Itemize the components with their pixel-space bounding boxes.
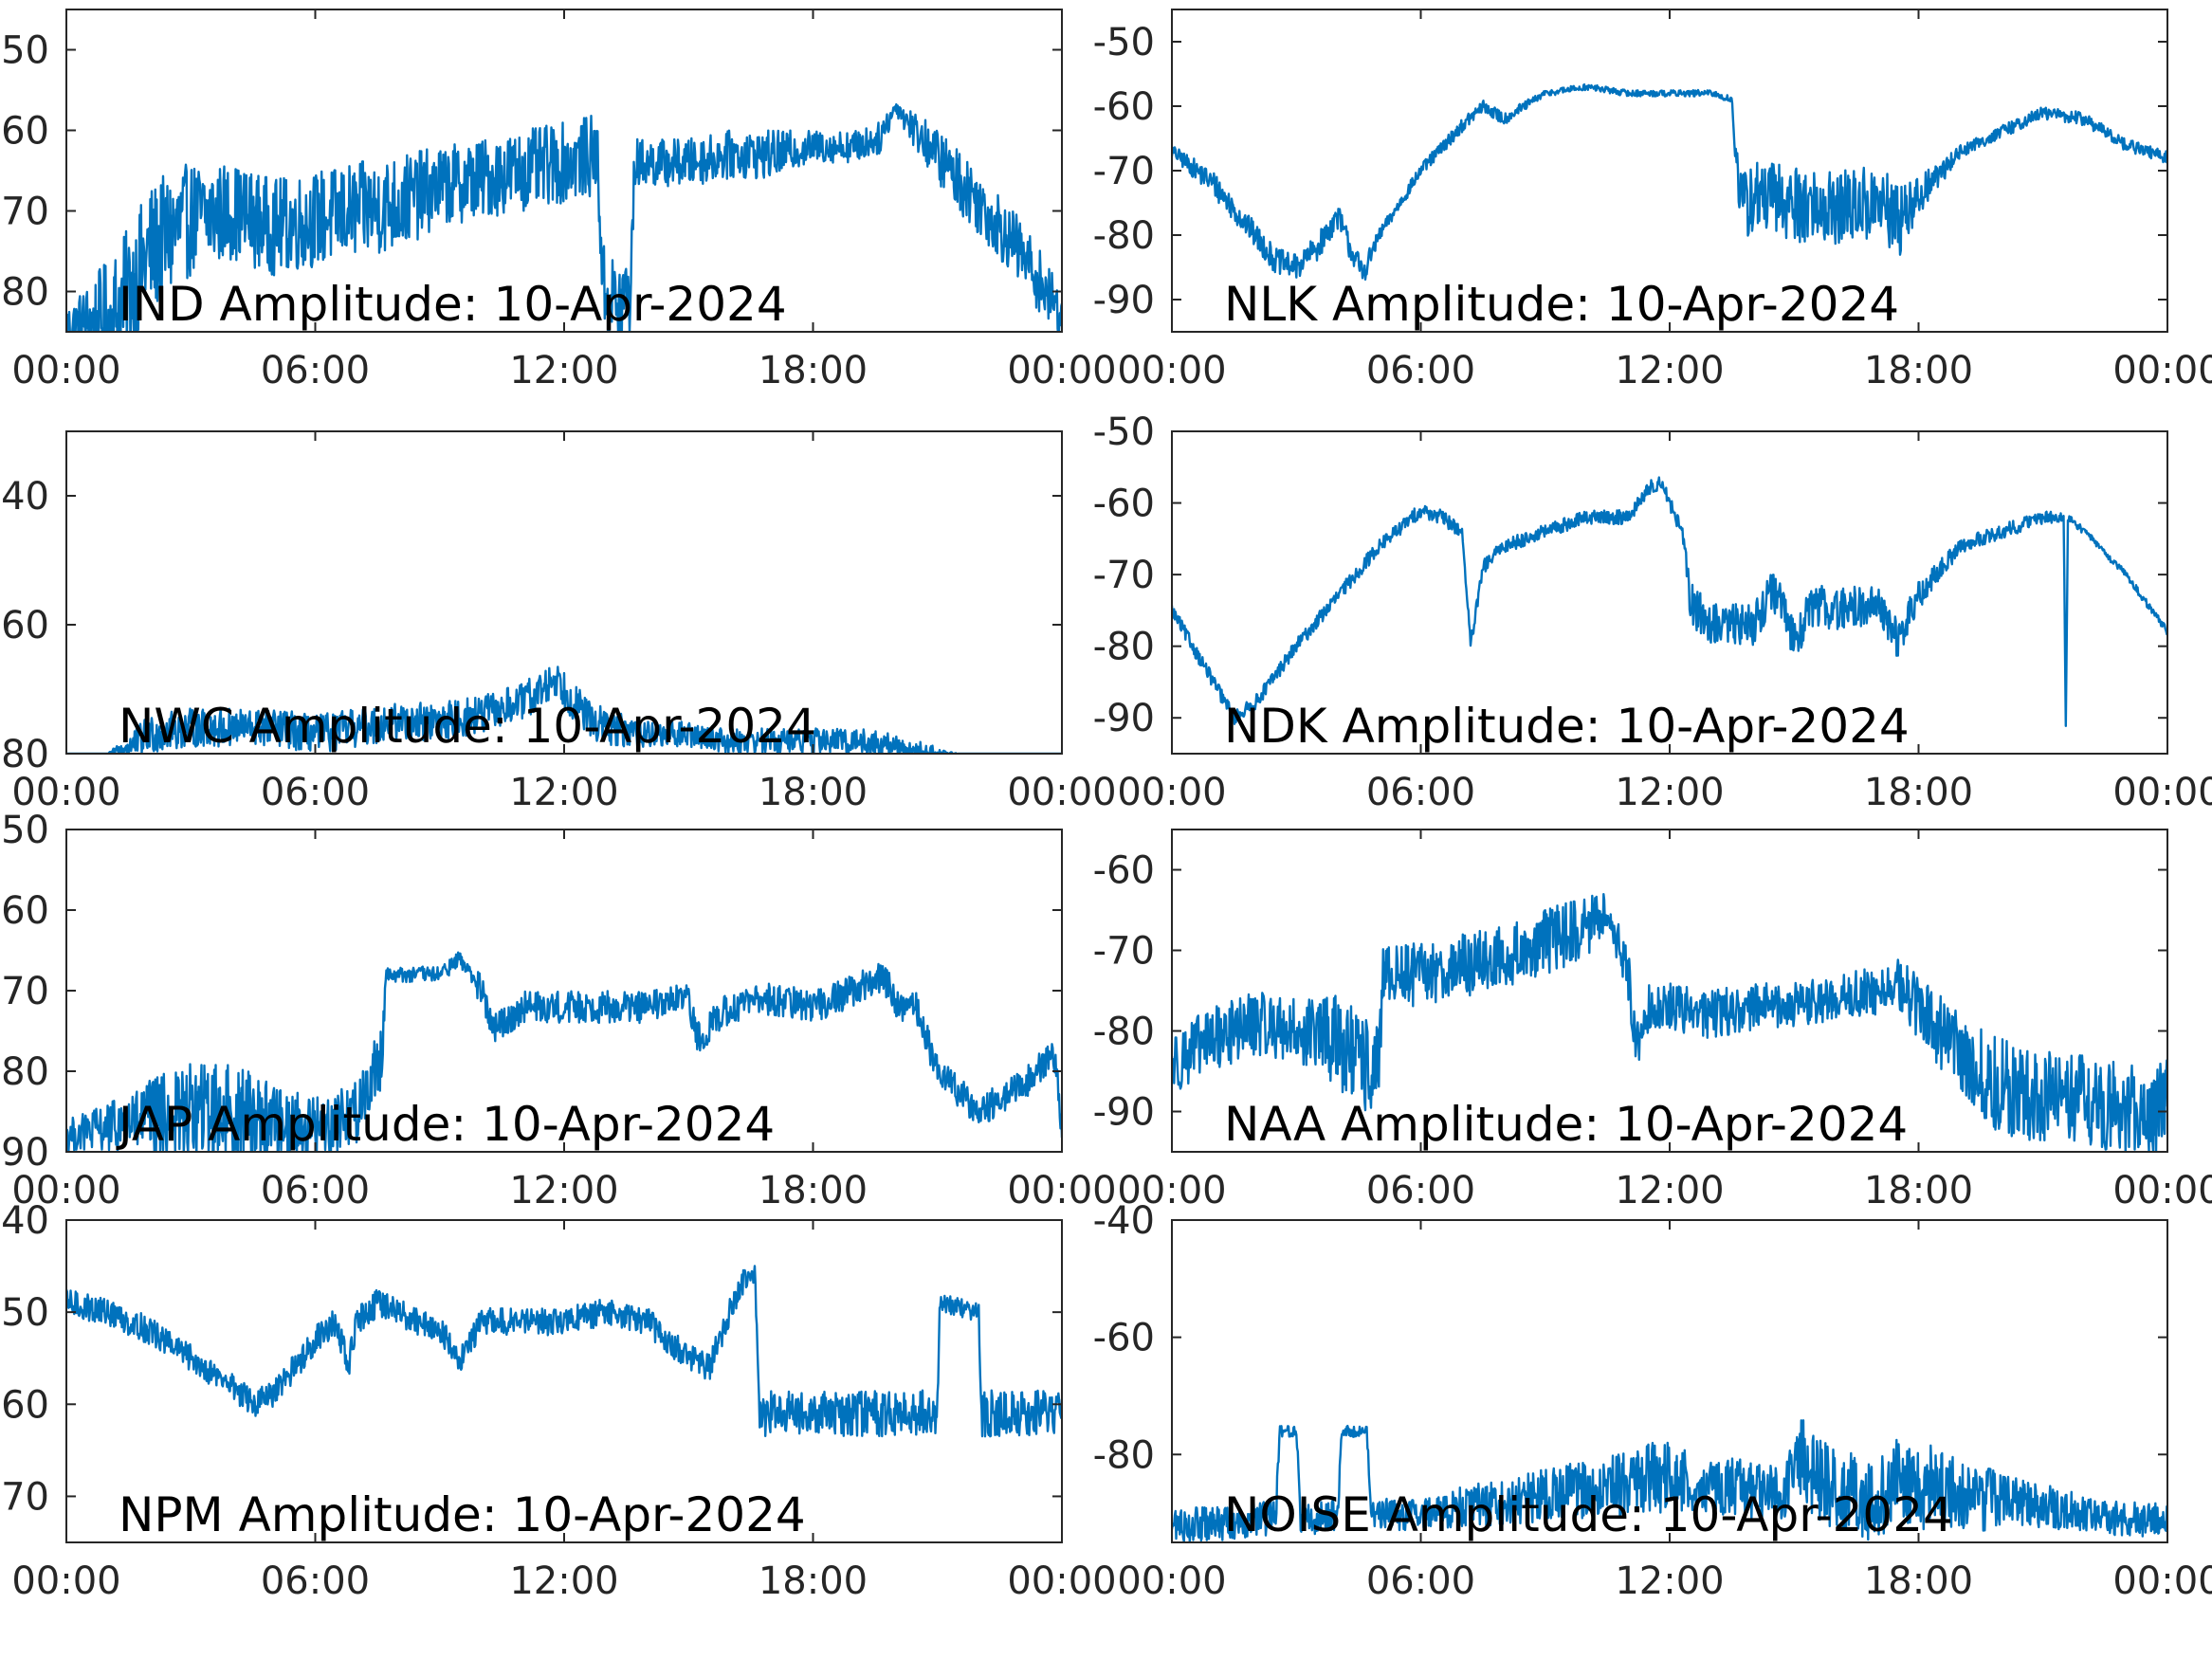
series-trace xyxy=(1172,82,2167,281)
x-tick-label: 06:00 xyxy=(261,771,370,814)
x-tick-label: 00:00 xyxy=(1117,1169,1226,1212)
y-tick-label: 70 xyxy=(1,970,49,1013)
x-tick-label: 12:00 xyxy=(509,1169,618,1212)
y-tick-label: -50 xyxy=(1093,410,1155,454)
x-tick-label: 00:00 xyxy=(1117,1559,1226,1603)
y-tick-label: 50 xyxy=(1,809,49,852)
chart-panel-8: 00:00 06:00 12:00 18:00 00:00 -40 -60 -80 NOISE … xyxy=(1093,1199,2212,1603)
y-tick-label: 50 xyxy=(1,1291,49,1335)
y-tick-label: 60 xyxy=(1,110,49,154)
x-tick-label: 12:00 xyxy=(1615,1169,1724,1212)
chart-panel-1: 00:00 06:00 12:00 18:00 00:00 50 60 70 80 IND Amp… xyxy=(1,9,1117,392)
x-tick-label: 06:00 xyxy=(261,349,370,392)
chart-panel-2: 00:00 06:00 12:00 18:00 00:00 -50 -60 -70 -80 -90… xyxy=(1093,9,2212,392)
x-tick-label: 18:00 xyxy=(759,1559,868,1603)
x-tick-label: 06:00 xyxy=(1366,1559,1475,1603)
y-tick-label: 50 xyxy=(1,29,49,73)
x-tick-label: 00:00 xyxy=(11,771,120,814)
x-tick-label: 06:00 xyxy=(261,1169,370,1212)
x-tick-label: 18:00 xyxy=(759,771,868,814)
x-tick-label: 00:00 xyxy=(1117,771,1226,814)
chart-panel-3: 00:00 06:00 12:00 18:00 00:00 40 60 80 NWC Ampli… xyxy=(1,430,1117,814)
series-trace xyxy=(66,1265,1062,1438)
chart-panel-7: 00:00 06:00 12:00 18:00 00:00 40 50 60 70 NPM Amp… xyxy=(1,1199,1117,1603)
y-tick-label: 40 xyxy=(1,1199,49,1243)
y-tick-label: -70 xyxy=(1093,150,1155,193)
y-tick-label: -80 xyxy=(1093,626,1155,669)
x-tick-label: 00:00 xyxy=(1007,1559,1116,1603)
y-tick-label: 60 xyxy=(1,889,49,933)
x-tick-label: 00:00 xyxy=(2112,1169,2212,1212)
y-tick-label: -80 xyxy=(1093,1011,1155,1054)
y-tick-label: -60 xyxy=(1093,483,1155,526)
chart-panel-4: 00:00 06:00 12:00 18:00 00:00 -50 -60 -70 -80 -90… xyxy=(1093,410,2212,814)
x-tick-label: 12:00 xyxy=(1615,771,1724,814)
x-tick-label: 00:00 xyxy=(2112,771,2212,814)
x-tick-label: 00:00 xyxy=(2112,1559,2212,1603)
panel-title: NWC Amplitude: 10-Apr-2024 xyxy=(119,699,816,754)
panel-title: NDK Amplitude: 10-Apr-2024 xyxy=(1224,699,1910,754)
x-tick-label: 12:00 xyxy=(1615,1559,1724,1603)
y-tick-label: -60 xyxy=(1093,85,1155,129)
series-trace xyxy=(66,102,1062,332)
y-tick-label: 80 xyxy=(1,1050,49,1094)
x-tick-label: 06:00 xyxy=(1366,771,1475,814)
x-tick-label: 18:00 xyxy=(1864,1169,1973,1212)
x-tick-label: 18:00 xyxy=(759,349,868,392)
x-tick-label: 18:00 xyxy=(1864,1559,1973,1603)
chart-panel-6: 00:00 06:00 12:00 18:00 00:00 -60 -70 -80 -90 NAA… xyxy=(1093,829,2212,1212)
x-tick-label: 00:00 xyxy=(11,1169,120,1212)
series-trace xyxy=(1172,1419,2167,1542)
x-tick-label: 00:00 xyxy=(11,349,120,392)
panel-title: JAP Amplitude: 10-Apr-2024 xyxy=(116,1097,775,1152)
y-tick-label: -40 xyxy=(1093,1199,1155,1243)
y-tick-label: -80 xyxy=(1093,1433,1155,1477)
series-trace xyxy=(66,951,1062,1152)
panel-title: NPM Amplitude: 10-Apr-2024 xyxy=(119,1487,806,1542)
x-tick-label: 00:00 xyxy=(11,1559,120,1603)
series-trace xyxy=(1172,476,2167,727)
y-tick-label: 80 xyxy=(1,271,49,315)
y-tick-label: 80 xyxy=(1,733,49,776)
x-tick-label: 12:00 xyxy=(509,349,618,392)
y-tick-label: 70 xyxy=(1,1475,49,1519)
x-tick-label: 00:00 xyxy=(1007,771,1116,814)
x-tick-label: 18:00 xyxy=(1864,349,1973,392)
y-tick-label: 40 xyxy=(1,475,49,519)
x-tick-label: 12:00 xyxy=(1615,349,1724,392)
x-tick-label: 06:00 xyxy=(1366,1169,1475,1212)
x-tick-label: 18:00 xyxy=(1864,771,1973,814)
panel-title: NLK Amplitude: 10-Apr-2024 xyxy=(1224,277,1899,332)
series-trace xyxy=(1172,893,2167,1152)
y-tick-label: -50 xyxy=(1093,21,1155,64)
y-tick-label: 60 xyxy=(1,604,49,647)
x-tick-label: 12:00 xyxy=(509,771,618,814)
y-tick-label: 70 xyxy=(1,191,49,234)
y-tick-label: -60 xyxy=(1093,849,1155,893)
x-tick-label: 00:00 xyxy=(1007,349,1116,392)
y-tick-label: 90 xyxy=(1,1131,49,1175)
y-tick-label: -90 xyxy=(1093,697,1155,740)
y-tick-label: -60 xyxy=(1093,1317,1155,1360)
y-tick-label: -70 xyxy=(1093,930,1155,974)
x-tick-label: 06:00 xyxy=(261,1559,370,1603)
panel-title: NAA Amplitude: 10-Apr-2024 xyxy=(1224,1097,1908,1152)
y-tick-label: -70 xyxy=(1093,554,1155,597)
panel-title: IND Amplitude: 10-Apr-2024 xyxy=(119,277,787,332)
x-tick-label: 12:00 xyxy=(509,1559,618,1603)
series-trace xyxy=(66,665,1062,754)
x-tick-label: 06:00 xyxy=(1366,349,1475,392)
chart-panel-5: 00:00 06:00 12:00 18:00 00:00 50 60 70 80 90 JAP A… xyxy=(1,809,1117,1212)
y-tick-label: -80 xyxy=(1093,214,1155,258)
x-tick-label: 18:00 xyxy=(759,1169,868,1212)
x-tick-label: 00:00 xyxy=(1117,349,1226,392)
x-tick-label: 00:00 xyxy=(2112,349,2212,392)
y-tick-label: 60 xyxy=(1,1383,49,1427)
x-tick-label: 00:00 xyxy=(1007,1169,1116,1212)
panel-title: NOISE Amplitude: 10-Apr-2024 xyxy=(1224,1487,1953,1542)
y-tick-label: -90 xyxy=(1093,279,1155,322)
y-tick-label: -90 xyxy=(1093,1091,1155,1135)
